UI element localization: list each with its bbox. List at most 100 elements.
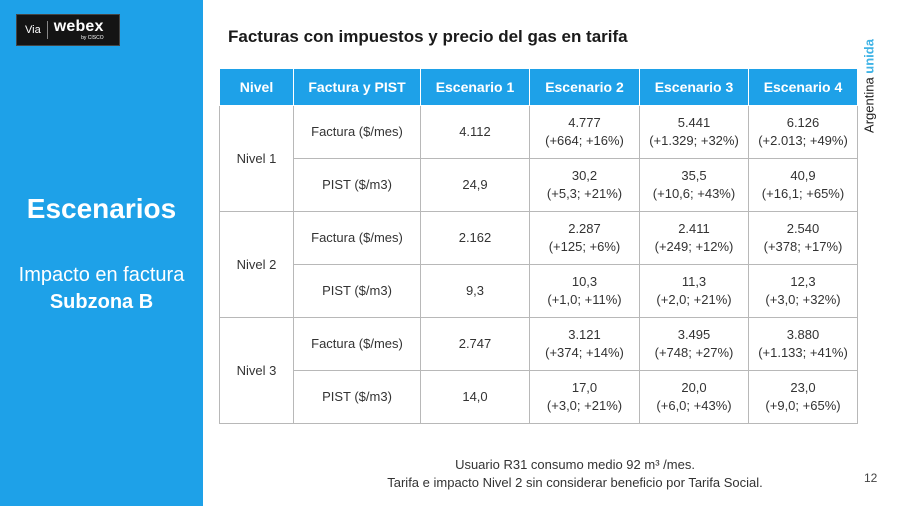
- metric-label-cell: Factura ($/mes): [293, 211, 421, 265]
- cell-delta: (+249; +12%): [654, 239, 734, 254]
- scenario-1-cell: 24,9: [420, 158, 530, 212]
- metric-label-cell: PIST ($/m3): [293, 370, 421, 424]
- webex-cisco-label: by CISCO: [81, 35, 104, 41]
- table-row: PIST ($/m3) 9,3 10,3 (+1,0; +11%) 11,3 (+2,0;…: [220, 264, 858, 318]
- scenario-2-cell: 10,3 (+1,0; +11%): [529, 264, 640, 318]
- nivel-cell: Nivel 3: [219, 317, 294, 424]
- footnote-line1: Usuario R31 consumo medio 92 m³ /mes.: [455, 457, 695, 472]
- cell-value: 17,0: [571, 380, 598, 395]
- webex-badge: Via webex by CISCO: [16, 14, 120, 46]
- scenario-1-cell: 9,3: [420, 264, 530, 318]
- section-subtitle-line1: Impacto en factura: [18, 264, 185, 286]
- header-nivel: Nivel: [219, 68, 294, 106]
- cell-delta: (+378; +17%): [763, 239, 843, 254]
- table-row: Nivel 1 Factura ($/mes) 4.112 4.777 (+664; +…: [219, 105, 858, 212]
- header-escenario-3: Escenario 3: [639, 68, 749, 106]
- scenario-1-cell: 14,0: [420, 370, 530, 424]
- cell-value: 11,3: [681, 274, 707, 289]
- cell-delta: (+5,3; +21%): [546, 186, 623, 201]
- scenario-1-cell: 2.747: [420, 317, 530, 371]
- scenario-3-cell: 20,0 (+6,0; +43%): [639, 370, 749, 424]
- scenario-3-cell: 35,5 (+10,6; +43%): [639, 158, 749, 212]
- brand-text-part1: Argentina: [861, 73, 877, 133]
- cell-value: 2.540: [786, 221, 820, 236]
- cell-value: 9,3: [465, 283, 485, 298]
- cell-delta: (+10,6; +43%): [652, 186, 736, 201]
- scenario-4-cell: 3.880 (+1.133; +41%): [748, 317, 858, 371]
- slide-title: Facturas con impuestos y precio del gas …: [228, 27, 628, 46]
- cell-value: 23,0: [790, 380, 816, 395]
- cell-value: 2.287: [568, 221, 601, 236]
- page-number: 12: [864, 471, 878, 485]
- header-escenario-2: Escenario 2: [529, 68, 640, 106]
- cell-value: 2.162: [458, 230, 492, 245]
- webex-logo: webex by CISCO: [54, 19, 104, 41]
- scenario-4-cell: 6.126 (+2.013; +49%): [748, 105, 858, 159]
- table-row: PIST ($/m3) 24,9 30,2 (+5,3; +21%) 35,5 (+10,…: [220, 158, 858, 212]
- cell-value: 40,9: [790, 168, 816, 183]
- cell-delta: (+6,0; +43%): [656, 398, 732, 413]
- scenario-1-cell: 2.162: [420, 211, 530, 265]
- cell-delta: (+3,0; +21%): [546, 398, 623, 413]
- scenario-3-cell: 3.495 (+748; +27%): [639, 317, 749, 371]
- cell-value: 5.441: [677, 115, 711, 130]
- cell-value: 14,0: [462, 389, 488, 404]
- webex-separator: [46, 21, 48, 39]
- cell-delta: (+748; +27%): [654, 345, 734, 360]
- scenario-4-cell: 2.540 (+378; +17%): [748, 211, 858, 265]
- table-row: Nivel 2 Factura ($/mes) 2.162 2.287 (+125; +…: [219, 211, 858, 318]
- scenario-2-cell: 2.287 (+125; +6%): [529, 211, 640, 265]
- scenario-4-cell: 40,9 (+16,1; +65%): [748, 158, 858, 212]
- scenario-4-cell: 23,0 (+9,0; +65%): [748, 370, 858, 424]
- cell-value: 2.747: [458, 336, 492, 351]
- scenarios-table: Nivel Factura y PIST Escenario 1 Escenar…: [219, 68, 858, 424]
- table-row: PIST ($/m3) 14,0 17,0 (+3,0; +21%) 20,0 (+6,0…: [220, 370, 858, 424]
- section-subtitle: Impacto en factura Subzona B: [0, 262, 203, 316]
- scenario-3-cell: 2.411 (+249; +12%): [639, 211, 749, 265]
- scenario-2-cell: 3.121 (+374; +14%): [529, 317, 640, 371]
- section-subtitle-line2: Subzona B: [49, 291, 154, 313]
- cell-value: 30,2: [571, 168, 598, 183]
- cell-delta: (+3,0; +32%): [765, 292, 841, 307]
- cell-delta: (+1.329; +32%): [649, 133, 739, 148]
- cell-value: 4.112: [459, 124, 491, 139]
- brand-text: Argentina unida: [862, 39, 877, 133]
- cell-delta: (+1.133; +41%): [758, 345, 848, 360]
- section-title: Escenarios: [26, 193, 177, 224]
- cell-delta: (+2.013; +49%): [758, 133, 848, 148]
- header-escenario-4: Escenario 4: [748, 68, 858, 106]
- cell-value: 3.495: [677, 327, 711, 342]
- cell-delta: (+16,1; +65%): [761, 186, 845, 201]
- nivel-cell: Nivel 2: [219, 211, 294, 318]
- footnote-line2: Tarifa e impacto Nivel 2 sin considerar …: [387, 475, 763, 490]
- nivel-cell: Nivel 1: [219, 105, 294, 212]
- cell-value: 20,0: [681, 380, 707, 395]
- cell-value: 3.880: [786, 327, 820, 342]
- table-body: Nivel 1 Factura ($/mes) 4.112 4.777 (+664; +…: [219, 105, 858, 424]
- cell-delta: (+664; +16%): [545, 133, 624, 148]
- cell-value: 10,3: [571, 274, 598, 289]
- cell-delta: (+2,0; +21%): [656, 292, 732, 307]
- scenario-1-cell: 4.112: [420, 105, 530, 159]
- cell-value: 4.777: [568, 115, 601, 130]
- cell-delta: (+9,0; +65%): [765, 398, 841, 413]
- cell-value: 3.121: [568, 327, 601, 342]
- argentina-unida-logo: Argentina unida: [858, 38, 880, 134]
- cell-delta: (+1,0; +11%): [547, 292, 622, 307]
- metric-label-cell: Factura ($/mes): [293, 317, 421, 371]
- header-escenario-1: Escenario 1: [420, 68, 530, 106]
- footnote: Usuario R31 consumo medio 92 m³ /mes. Ta…: [340, 456, 810, 492]
- webex-brand-name: webex: [53, 18, 104, 35]
- header-factura-pist: Factura y PIST: [293, 68, 421, 106]
- scenario-2-cell: 17,0 (+3,0; +21%): [529, 370, 640, 424]
- brand-text-part2: unida: [861, 39, 877, 74]
- scenario-3-cell: 5.441 (+1.329; +32%): [639, 105, 749, 159]
- cell-value: 24,9: [462, 177, 488, 192]
- scenario-2-cell: 30,2 (+5,3; +21%): [529, 158, 640, 212]
- metric-label-cell: PIST ($/m3): [293, 158, 421, 212]
- scenario-4-cell: 12,3 (+3,0; +32%): [748, 264, 858, 318]
- table-row: Nivel 3 Factura ($/mes) 2.747 3.121 (+374; +…: [219, 317, 858, 424]
- table-header-row: Nivel Factura y PIST Escenario 1 Escenar…: [219, 68, 858, 106]
- scenario-2-cell: 4.777 (+664; +16%): [529, 105, 640, 159]
- webex-via-label: Via: [25, 24, 41, 36]
